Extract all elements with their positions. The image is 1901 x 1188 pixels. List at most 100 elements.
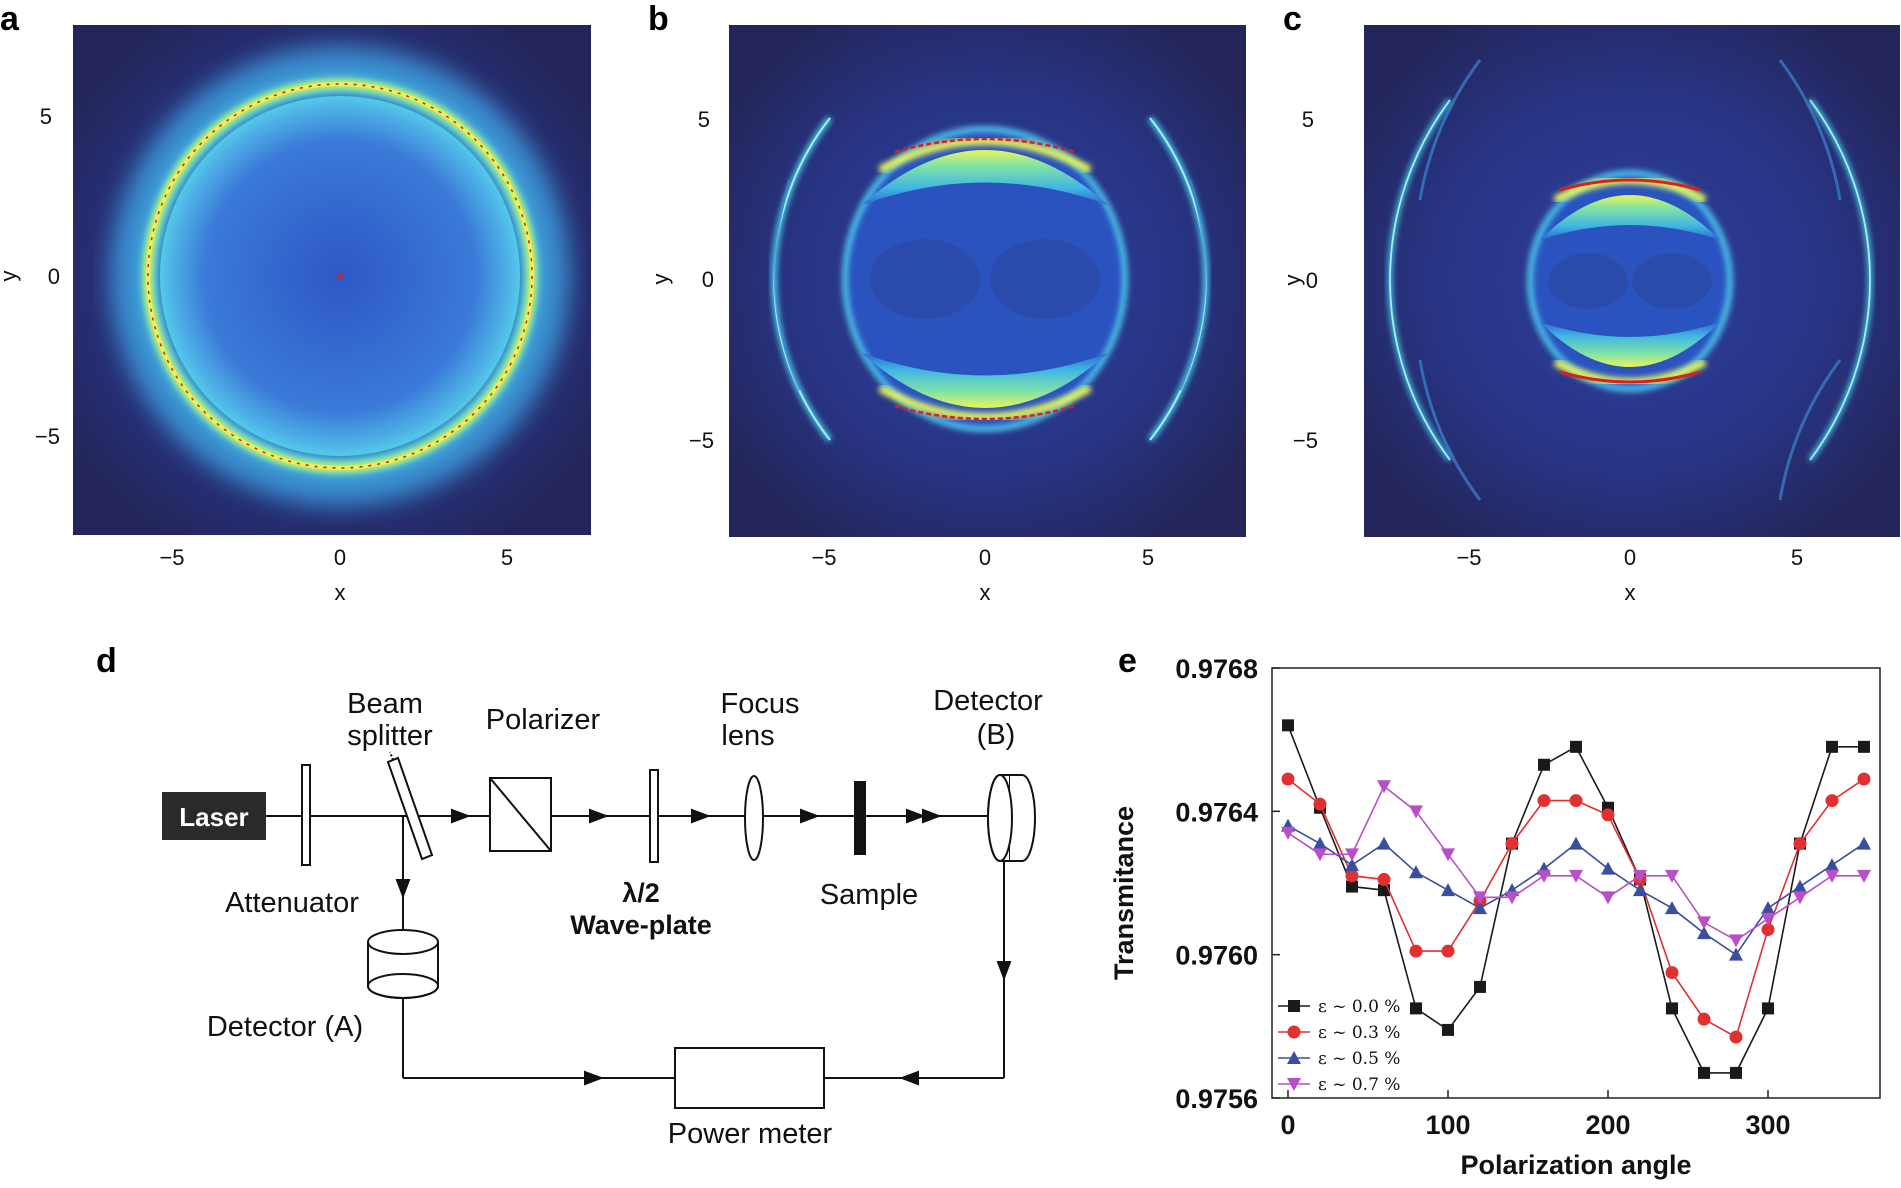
axis-ticks-a: 5 0 −5 y −5 0 5 x — [0, 104, 513, 605]
data-point — [1537, 869, 1551, 883]
data-point — [1729, 947, 1743, 961]
y-tick-label: 5 — [40, 104, 52, 129]
y-tick-label: 5 — [1302, 107, 1314, 132]
detector-b — [987, 774, 1036, 862]
data-point — [1697, 926, 1711, 940]
x-tick-label: 0 — [979, 545, 991, 570]
y-tick-label: −5 — [35, 424, 60, 449]
data-point — [1633, 869, 1647, 883]
panel-label-e: e — [1118, 642, 1137, 680]
legend-label: ε ~ 0.0 % — [1318, 997, 1400, 1017]
y-tick-label: 0 — [702, 267, 714, 292]
data-point — [1288, 1000, 1300, 1012]
beam-splitter — [386, 756, 434, 861]
power-meter — [674, 1047, 825, 1109]
data-point — [1281, 772, 1295, 786]
data-point — [1537, 794, 1551, 808]
data-point — [1697, 916, 1711, 930]
laser-label: Laser — [179, 802, 248, 832]
data-point — [1825, 794, 1839, 808]
x-axis-label: Polarization angle — [1460, 1150, 1691, 1180]
data-point — [1858, 740, 1870, 753]
data-point — [1377, 780, 1391, 794]
detector-a — [367, 929, 439, 999]
data-point — [1569, 836, 1583, 850]
legend-label: ε ~ 0.7 % — [1318, 1075, 1400, 1095]
x-tick-label: 0 — [1280, 1110, 1295, 1140]
setup-diagram — [162, 751, 1036, 1109]
setup-labels: Laser Attenuator Beam splitter Polarizer… — [179, 685, 1043, 1150]
data-point — [1633, 883, 1647, 897]
x-axis-label: x — [980, 580, 991, 605]
data-point — [1761, 923, 1775, 937]
data-point — [1377, 836, 1391, 850]
data-point — [1569, 869, 1583, 883]
beam-splitter-label-2: splitter — [347, 720, 433, 752]
detector-b-label-1: Detector — [933, 685, 1043, 717]
waveplate-label-1: λ/2 — [622, 878, 660, 908]
data-point — [1569, 794, 1583, 808]
data-point — [1473, 891, 1487, 905]
data-point — [1601, 861, 1615, 875]
polarizer-label: Polarizer — [486, 704, 601, 736]
data-point — [1313, 848, 1327, 862]
x-tick-label: 200 — [1585, 1110, 1630, 1140]
data-point — [1826, 740, 1838, 753]
y-axis-label: y — [648, 274, 673, 285]
x-tick-label: 5 — [1791, 545, 1803, 570]
data-point — [1345, 869, 1359, 883]
x-axis-label: x — [1625, 580, 1636, 605]
data-point — [1762, 1002, 1774, 1015]
attenuator — [301, 764, 311, 866]
data-point — [1601, 891, 1615, 905]
beam-splitter-label-1: Beam — [347, 688, 423, 720]
data-point — [1442, 1023, 1454, 1036]
data-point — [1729, 1030, 1743, 1044]
y-tick-label: 0.9768 — [1175, 654, 1258, 684]
data-point — [1287, 1051, 1301, 1064]
legend-label: ε ~ 0.3 % — [1318, 1023, 1400, 1043]
y-tick-label: 0.9756 — [1175, 1084, 1258, 1114]
detector-b-label-2: (B) — [977, 719, 1016, 751]
focus-lens — [744, 775, 764, 861]
panel-label-d: d — [96, 642, 117, 680]
data-point — [1793, 837, 1807, 851]
data-point — [1287, 1025, 1301, 1039]
data-point — [1761, 912, 1775, 926]
series-line — [1287, 725, 1864, 1074]
x-tick-label: 300 — [1745, 1110, 1790, 1140]
data-point — [1505, 891, 1519, 905]
focus-lens-label-2: lens — [721, 720, 774, 752]
x-tick-label: 5 — [1142, 545, 1154, 570]
data-point — [1793, 891, 1807, 905]
laser-box — [162, 792, 266, 840]
data-point — [1825, 869, 1839, 883]
data-point — [1409, 805, 1423, 819]
data-point — [1474, 980, 1486, 993]
data-point — [1409, 865, 1423, 879]
sample-label: Sample — [820, 879, 918, 911]
y-tick-label: 0 — [1306, 268, 1318, 293]
y-tick-label: −5 — [689, 428, 714, 453]
data-point — [1313, 797, 1327, 811]
x-tick-label: −5 — [159, 545, 184, 570]
legend-label: ε ~ 0.5 % — [1318, 1049, 1400, 1069]
data-point — [1729, 934, 1743, 948]
attenuator-label: Attenuator — [225, 887, 359, 919]
x-tick-label: −5 — [1456, 545, 1481, 570]
data-point — [1281, 826, 1295, 840]
data-point — [1345, 848, 1359, 862]
focus-lens-label-1: Focus — [721, 688, 800, 720]
x-tick-label: 0 — [1624, 545, 1636, 570]
axis-ticks-b: 5 0 −5 y −5 0 5 x — [648, 107, 1154, 605]
data-point — [1538, 758, 1550, 771]
data-point — [1698, 1066, 1710, 1079]
axis-ticks-c: 5 0 −5 y −5 0 5 x — [1280, 107, 1803, 605]
data-point — [1410, 1002, 1422, 1015]
data-point — [1601, 808, 1615, 822]
data-point — [1857, 772, 1871, 786]
data-point — [1409, 944, 1423, 958]
data-point — [1825, 858, 1839, 872]
data-point — [1665, 901, 1679, 915]
